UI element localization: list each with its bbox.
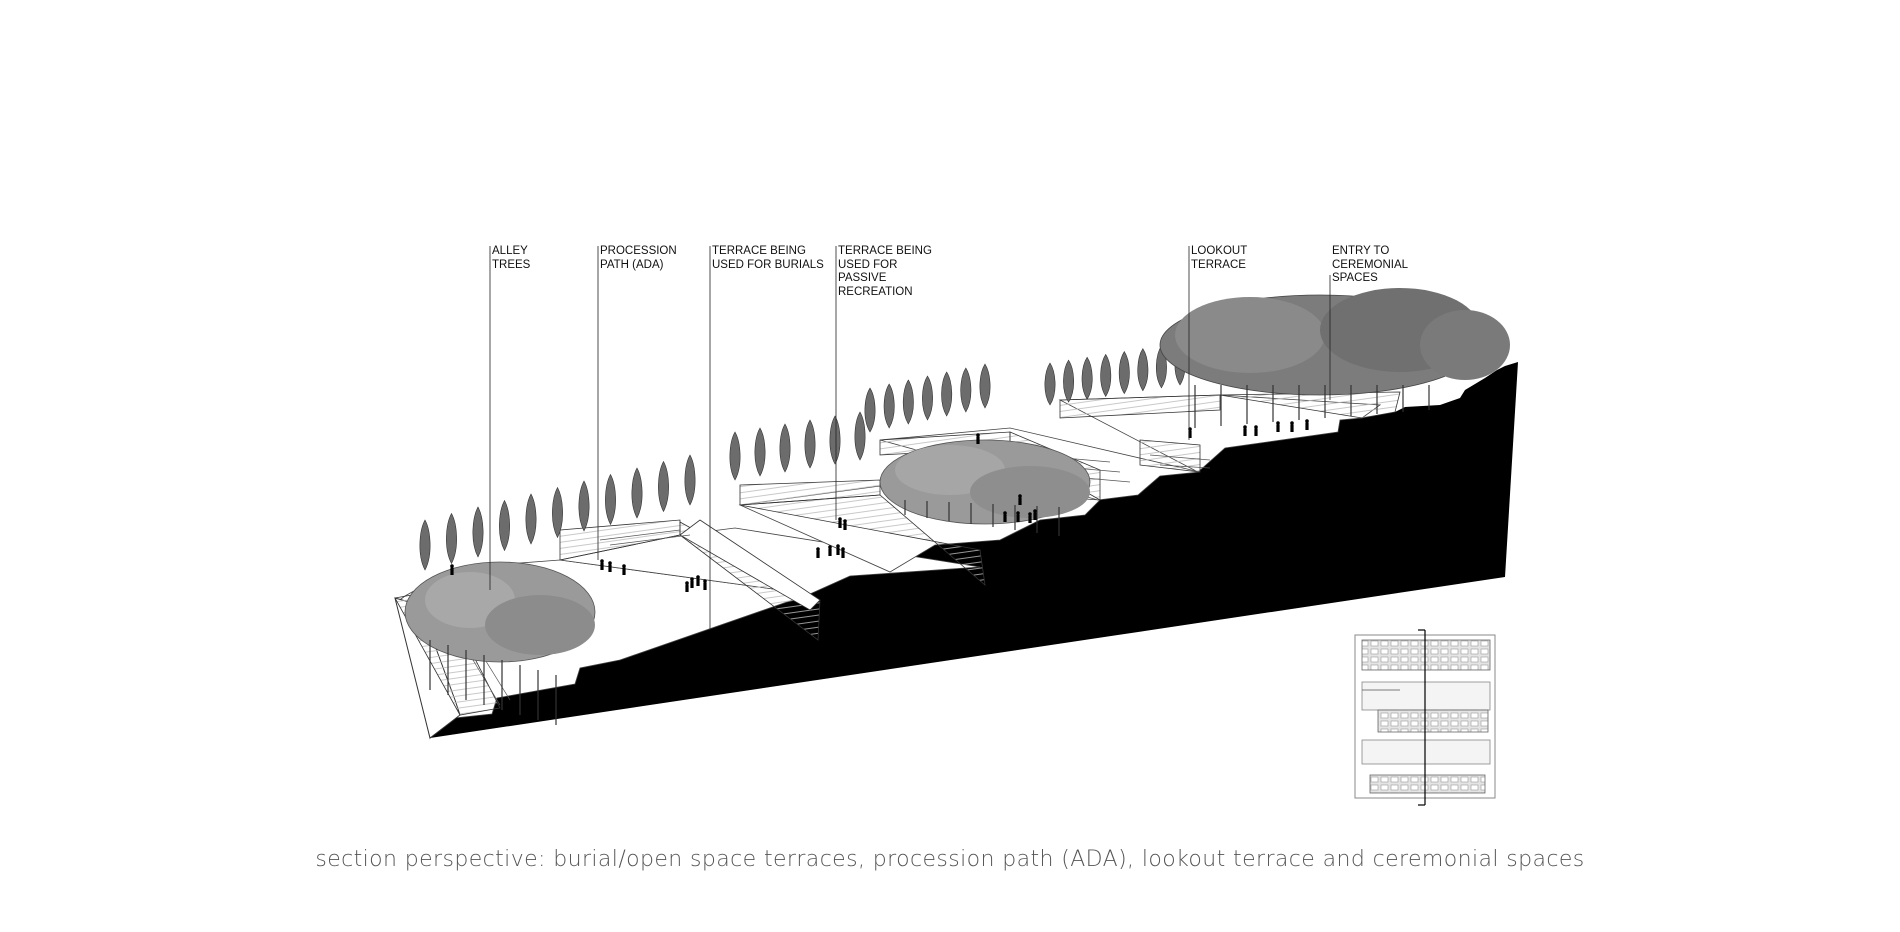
cypress-tree: [779, 423, 791, 473]
person-figure: [816, 547, 820, 558]
upper-wall-2: [1139, 439, 1201, 473]
cypress-tree: [1100, 353, 1112, 397]
cypress-tree: [864, 387, 876, 433]
cypress-tree: [883, 383, 895, 429]
cypress-tree: [605, 473, 616, 526]
person-figure: [603, 667, 607, 678]
person-figure: [622, 564, 626, 575]
cypress-tree: [446, 512, 457, 565]
person-figure: [1033, 509, 1037, 520]
cypress-tree: [960, 367, 972, 413]
callout-lookout-terrace: LOOKOUT TERRACE: [1191, 245, 1248, 271]
burial-wall-right: [739, 494, 986, 586]
cypress-tree: [419, 519, 431, 571]
person-figure: [1305, 419, 1309, 430]
cypress-tree: [1081, 356, 1093, 400]
retaining-wall-2: [679, 519, 821, 611]
person-figure: [1016, 511, 1020, 522]
person-figure: [450, 564, 454, 575]
person-figure: [690, 577, 694, 588]
person-figure: [836, 544, 840, 555]
upper-wall: [1059, 394, 1221, 419]
cypress-tree: [902, 379, 914, 425]
person-figure: [696, 575, 700, 586]
person-figure: [976, 433, 980, 444]
cypress-tree: [578, 480, 590, 532]
cypress-tree: [525, 493, 537, 545]
callout-entry-ceremonial: ENTRY TO CEREMONIAL SPACES: [1332, 245, 1409, 284]
callout-procession-path: PROCESSION PATH (ADA): [600, 245, 677, 271]
person-figure: [1290, 421, 1294, 432]
person-figure: [841, 547, 845, 558]
cypress-tree: [684, 454, 696, 506]
person-figure: [703, 579, 707, 590]
cypress-tree: [1137, 348, 1149, 392]
person-figure: [1276, 421, 1280, 432]
drawing-caption: section perspective: burial/open space t…: [315, 847, 1585, 872]
person-figure: [1254, 425, 1258, 436]
cypress-tree: [941, 371, 953, 417]
cypress-tree: [552, 486, 563, 539]
callout-terrace-recreation: TERRACE BEING USED FOR PASSIVE RECREATIO…: [838, 245, 932, 298]
person-figure: [1018, 494, 1022, 505]
person-figure: [600, 559, 604, 570]
cypress-tree: [1118, 351, 1130, 395]
person-figure: [838, 517, 842, 528]
callout-terrace-burials: TERRACE BEING USED FOR BURIALS: [712, 245, 824, 271]
person-figure: [608, 561, 612, 572]
cypress-tree: [631, 467, 643, 519]
cypress-tree: [1044, 362, 1056, 406]
person-figure: [828, 545, 832, 556]
person-figure: [823, 591, 827, 602]
cypress-tree: [829, 415, 841, 465]
tree-trunks: [429, 385, 1430, 725]
cypress-tree: [658, 460, 669, 513]
canopy-trees: [404, 288, 1510, 663]
cypress-tree: [979, 363, 991, 409]
cypress-tree: [499, 499, 510, 552]
cypress-tree: [472, 506, 484, 558]
cypress-tree: [729, 431, 741, 481]
person-figure: [843, 519, 847, 530]
key-plan-inset: [1354, 629, 1496, 806]
person-figure: [685, 581, 689, 592]
person-figure: [1003, 511, 1007, 522]
callout-leaders: [489, 246, 1331, 630]
cypress-tree: [804, 419, 816, 469]
person-figure: [1028, 512, 1032, 523]
callout-alley-trees: ALLEY TREES: [492, 245, 531, 271]
cypress-tree: [922, 375, 933, 421]
person-figure: [1243, 425, 1247, 436]
cypress-tree: [1063, 359, 1074, 403]
alley-trees: [419, 342, 1186, 571]
cypress-tree: [854, 411, 866, 461]
cypress-tree: [754, 427, 766, 477]
